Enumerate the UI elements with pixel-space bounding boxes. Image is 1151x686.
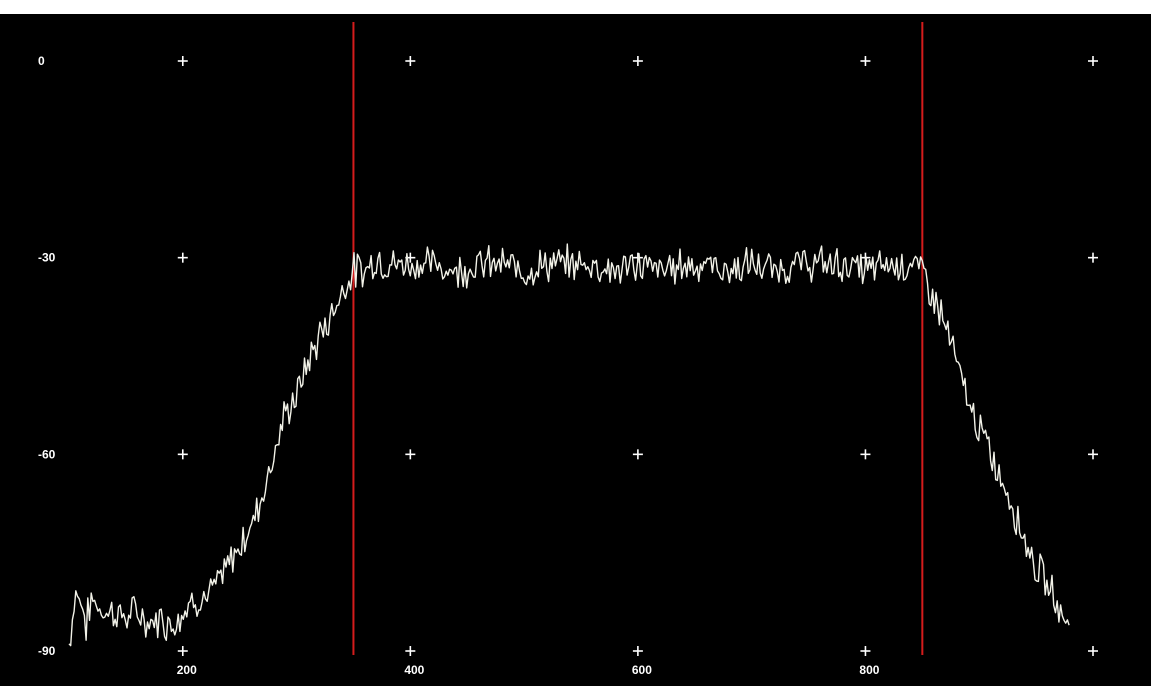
- grid-plus-marker: [405, 56, 416, 66]
- grid-plus-marker: [860, 56, 871, 66]
- series-line: [68, 243, 1070, 647]
- grid-plus-marker: [1088, 252, 1098, 263]
- grid-plus-marker: [405, 449, 416, 460]
- grid-plus-marker: [860, 449, 871, 460]
- grid-plus-marker: [177, 252, 188, 263]
- grid-plus-marker: [1088, 56, 1098, 66]
- marker-lines: [352, 22, 924, 655]
- y-tick-label: -90: [38, 644, 56, 658]
- x-tick-label: 200: [177, 663, 197, 677]
- grid-plus-marker: [632, 449, 643, 460]
- x-tick-labels: 200 400 600 800: [177, 663, 880, 677]
- grid-plus-marker: [177, 449, 188, 460]
- y-tick-labels: 0 -30 -60 -90: [38, 54, 56, 658]
- y-tick-label: -60: [38, 447, 56, 461]
- grid-plus-marker: [177, 56, 188, 66]
- plot-background: [0, 14, 1151, 686]
- x-tick-label: 400: [404, 663, 424, 677]
- grid-plus-marker: [1088, 449, 1098, 460]
- grid-plus-marker: [177, 646, 188, 656]
- x-tick-label: 600: [632, 663, 652, 677]
- grid-plus-marker: [632, 646, 643, 656]
- grid-plus-marker: [632, 56, 643, 66]
- y-tick-label: 0: [38, 54, 45, 68]
- grid-plus-marker: [860, 646, 871, 656]
- grid-plus-marker: [405, 646, 416, 656]
- grid-plus-marker: [1088, 646, 1098, 656]
- grid-markers: [177, 56, 1098, 656]
- series-layer: [68, 243, 1070, 647]
- y-tick-label: -30: [38, 251, 56, 265]
- x-tick-label: 800: [859, 663, 879, 677]
